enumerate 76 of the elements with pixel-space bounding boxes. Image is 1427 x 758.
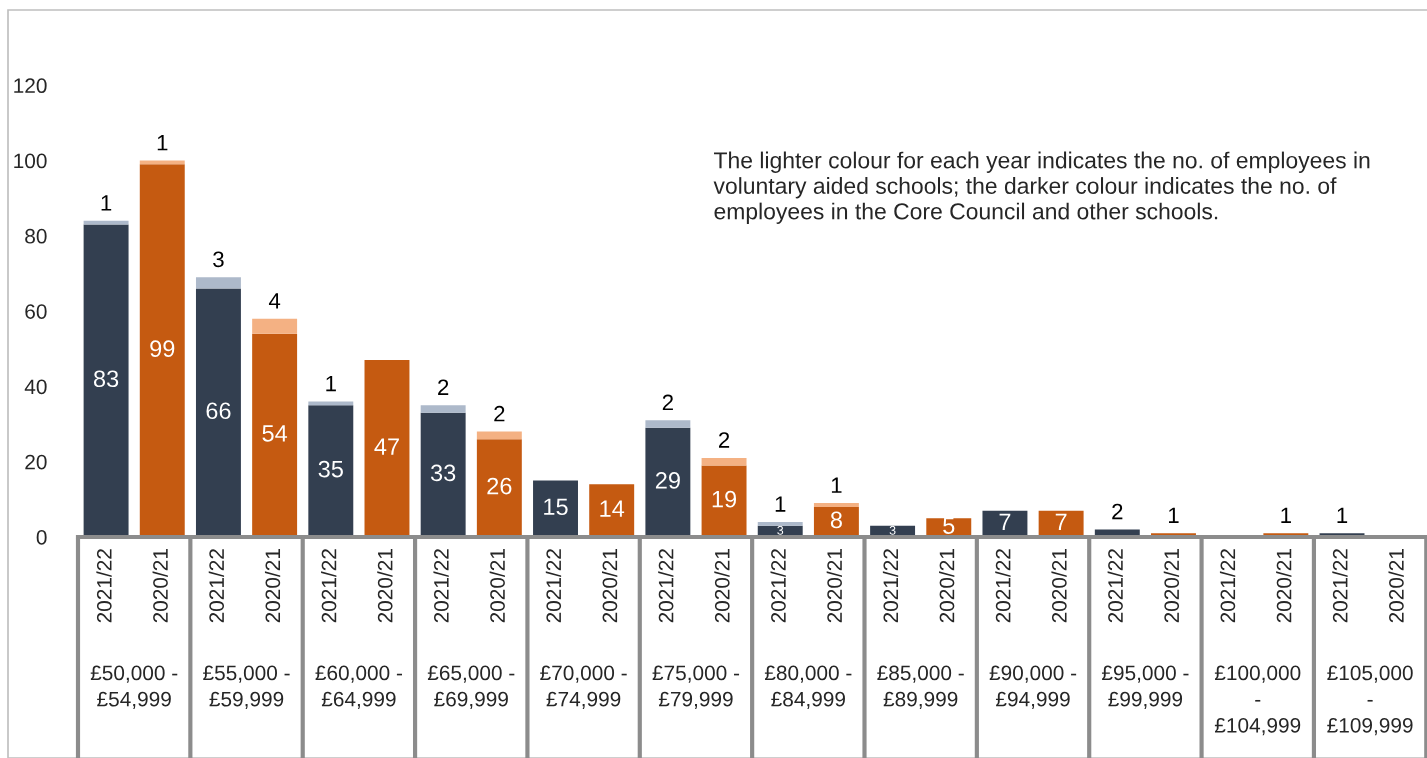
x-tick-label: 2020/21 <box>489 549 505 623</box>
data-label: 29 <box>655 472 680 489</box>
data-label: 3 <box>213 251 224 268</box>
x-tick-label: 2021/22 <box>96 549 112 623</box>
text: £85,000 - £89,999 <box>877 665 964 709</box>
data-label: 19 <box>712 490 737 508</box>
data-label: 2 <box>494 405 505 422</box>
x-tick-label: 2021/22 <box>882 549 899 623</box>
y-tick-label: 0 <box>36 530 47 545</box>
x-tick-label: 2021/22 <box>208 549 225 623</box>
data-label: 47 <box>374 438 399 455</box>
text: £105,000 - £109,999 <box>1327 665 1413 736</box>
x-tick-label: 2020/21 <box>714 549 730 623</box>
x-tick-label: 2020/21 <box>1276 549 1292 623</box>
x-tick-label: 2020/21 <box>152 549 168 623</box>
x-tick-label: 2021/22 <box>321 549 337 623</box>
data-label: 7 <box>1055 513 1067 530</box>
text: £95,000 - £99,999 <box>1101 665 1189 709</box>
text: £100,000 - £104,999 <box>1214 665 1301 736</box>
x-tick-label: 2021/22 <box>995 549 1011 623</box>
x-tick-label: 2020/21 <box>1051 549 1067 623</box>
x-tick-label: 2021/22 <box>770 549 786 623</box>
x-tick-label: 2020/21 <box>939 549 955 623</box>
data-label: 1 <box>1169 507 1179 523</box>
data-label: 7 <box>999 513 1011 530</box>
data-label: 66 <box>206 402 231 420</box>
data-label: 2 <box>662 394 673 411</box>
x-tick-label: 2020/21 <box>1388 549 1404 623</box>
data-label: 33 <box>430 464 456 482</box>
y-tick-label: 80 <box>25 228 47 244</box>
data-label: 2 <box>718 432 730 448</box>
x-tick-label: 2020/21 <box>826 549 842 623</box>
text: £55,000 - £59,999 <box>203 665 290 709</box>
data-label: 3 <box>777 525 784 535</box>
text: £65,000 - £69,999 <box>427 665 515 709</box>
x-tick-label: 2021/22 <box>545 549 562 623</box>
y-tick-label: 40 <box>24 379 47 395</box>
data-label: 3 <box>889 525 896 535</box>
annotation: The lighter colour for each year indicates the no. of employees in voluntary aided schools; the darker colour indicates the no. of employees in the Core Council and other schools. <box>713 151 1370 224</box>
x-tick-label: 2020/21 <box>1163 549 1180 623</box>
data-label: 14 <box>600 500 625 517</box>
data-label: 2 <box>438 379 449 395</box>
data-label: 99 <box>150 340 175 358</box>
x-tick-label: 2020/21 <box>377 549 393 623</box>
data-label: 1 <box>101 195 112 211</box>
y-tick-label: 120 <box>14 78 47 94</box>
x-tick-label: 2021/22 <box>1219 549 1236 623</box>
data-label: 1 <box>1337 507 1348 523</box>
x-tick-label: 2021/22 <box>433 549 449 623</box>
data-label: 1 <box>831 477 842 493</box>
data-label: 15 <box>544 498 568 516</box>
data-label: 83 <box>93 370 119 388</box>
data-label: 1 <box>326 375 336 392</box>
text: £80,000 - £84,999 <box>764 665 852 709</box>
y-tick-label: 60 <box>25 304 47 319</box>
x-tick-label: 2020/21 <box>601 549 618 623</box>
data-label: 8 <box>830 511 842 529</box>
data-label: 2 <box>1112 503 1123 520</box>
data-label: 54 <box>262 425 288 442</box>
x-tick-label: 2021/22 <box>1332 549 1348 623</box>
y-tick-label: 20 <box>25 454 47 470</box>
text: £75,000 - £79,999 <box>652 665 740 709</box>
x-tick-label: 2020/21 <box>264 549 281 623</box>
data-label: 1 <box>1281 507 1291 523</box>
data-label: 4 <box>268 293 281 309</box>
data-label: 26 <box>487 477 512 495</box>
text: £90,000 - £94,999 <box>989 665 1077 709</box>
data-label: 1 <box>157 135 168 151</box>
text: £70,000 - £74,999 <box>540 665 627 709</box>
data-label: 1 <box>775 496 786 512</box>
data-label: 35 <box>318 460 343 478</box>
x-tick-label: 2021/22 <box>658 549 674 623</box>
x-tick-label: 2021/22 <box>1107 549 1123 623</box>
text: £60,000 - £64,999 <box>315 665 402 709</box>
y-tick-label: 100 <box>14 153 47 169</box>
text: £50,000 - £54,999 <box>90 665 178 709</box>
